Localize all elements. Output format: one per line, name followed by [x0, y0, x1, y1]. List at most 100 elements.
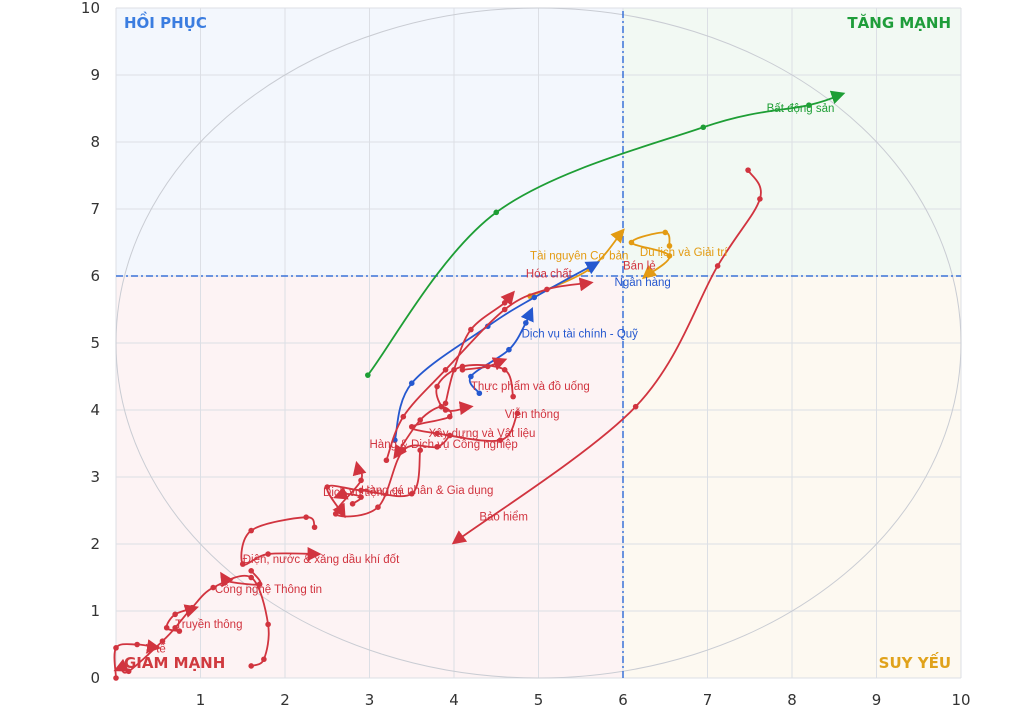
ellipse-outline — [115, 7, 962, 679]
trail-point — [442, 400, 449, 407]
trail-point — [501, 300, 508, 306]
trail-point — [117, 665, 124, 671]
quadrant-label-giam-manh: GIẢM MẠNH — [124, 651, 225, 672]
y-tick-label: 2 — [90, 535, 100, 553]
trail-point — [265, 551, 271, 557]
trail-point — [383, 457, 390, 464]
y-tick-label: 10 — [81, 0, 100, 17]
trail-point — [358, 477, 364, 484]
trail-point — [501, 306, 508, 313]
y-tick-label: 7 — [90, 200, 100, 218]
series-bat-dong-san — [365, 90, 846, 378]
quadrant-label-suy-yeu: SUY YẾU — [879, 651, 951, 672]
x-tick-label: 9 — [872, 691, 882, 709]
trail-point — [514, 410, 521, 417]
trail-point — [459, 367, 466, 373]
trail-point — [172, 624, 178, 631]
trail-point — [806, 102, 812, 108]
series-label-dien-nuoc-xang-dau-khi-dot: Điện, nước & xăng dầu khí đốt — [243, 554, 400, 566]
trail-point — [501, 367, 508, 373]
series-label-ban-le: Bán lẻ — [623, 260, 656, 272]
trail-point — [408, 380, 415, 387]
series-label-thuc-pham-va-do-uong: Thực phẩm và đồ uống — [471, 381, 590, 393]
trail-point — [248, 568, 254, 574]
x-tick-label: 8 — [787, 691, 797, 709]
trail-line — [220, 570, 262, 588]
y-tick-label: 3 — [90, 468, 100, 486]
trail-point — [714, 263, 721, 269]
quadrant-label-hoi-phuc: HỒI PHỤC — [124, 10, 207, 32]
y-tick-label: 4 — [90, 401, 100, 419]
series-bao-hiem — [451, 167, 763, 545]
trail-point — [400, 447, 407, 454]
series-dien-nuoc-xang-dau-khi-dot — [239, 514, 322, 567]
trail-point — [700, 124, 707, 131]
trail-point — [506, 346, 512, 353]
series-label-bao-hiem: Bảo hiểm — [479, 512, 528, 524]
series-label-cong-nghe-thong-tin: Công nghệ Thông tin — [215, 584, 322, 596]
x-tick-label: 10 — [951, 691, 970, 709]
trail-point — [113, 675, 119, 681]
trail-point — [248, 574, 254, 581]
trail-point — [210, 584, 216, 591]
trail-point — [544, 286, 550, 293]
series-ban-le — [383, 277, 594, 464]
trail-point — [628, 239, 635, 246]
trail-point — [666, 243, 673, 249]
y-axis-ticks: 0 1 2 3 4 5 6 7 8 9 10 — [81, 0, 100, 687]
trail-point — [468, 373, 474, 380]
reference-ellipse — [115, 7, 962, 679]
series-label-bat-dong-san: Bất động sản — [767, 103, 835, 115]
trail-point — [531, 294, 538, 301]
series-label-truyen-thong: Truyền thông — [175, 619, 242, 631]
trail-point — [332, 511, 339, 517]
y-tick-label: 6 — [90, 267, 100, 285]
series-xay-dung-va-vat-lieu — [393, 403, 521, 460]
trail-point — [468, 326, 474, 333]
trail-point — [400, 413, 407, 420]
trail-point — [358, 494, 364, 500]
trail-point — [442, 367, 449, 373]
trail-point — [434, 430, 440, 437]
trail-point — [248, 527, 254, 534]
trail-point — [523, 320, 529, 326]
series-hoa-chat — [442, 290, 515, 407]
series-label-dich-vu-tien-ich: Dịch vụ tiện ích — [323, 487, 402, 499]
trail-point — [365, 372, 371, 378]
x-tick-label: 5 — [534, 691, 544, 709]
trail-point — [349, 501, 356, 507]
trail-point — [417, 417, 424, 423]
trail-point — [125, 668, 132, 675]
trail-point — [375, 504, 381, 510]
series-label-dich-vu-tai-chinh-quy: Dịch vụ tài chính - Quỹ — [522, 329, 639, 341]
series-label-hang-dich-vu-cong-nghiep: Hàng & Dịch vụ Công nghiệp — [370, 439, 518, 451]
x-axis-ticks: 1 2 3 4 5 6 7 8 9 10 — [196, 691, 971, 709]
trail-point — [113, 645, 119, 651]
trail-point — [666, 253, 673, 259]
trail-line — [333, 486, 363, 505]
trail-point — [446, 432, 453, 439]
trail-point — [303, 514, 309, 520]
trail-point — [417, 447, 424, 454]
trail-point — [485, 363, 491, 370]
trail-point — [248, 663, 254, 669]
trail-point — [408, 423, 415, 430]
trail-point — [446, 413, 453, 420]
series-label-y-te: Y tế — [146, 644, 167, 656]
series-dich-vu-tai-chinh-quy — [468, 306, 534, 397]
series-label-tai-nguyen-co-ban: Tài nguyên Cơ bản — [530, 250, 628, 262]
series-label-vien-thong: Viễn thông — [505, 408, 560, 421]
trail-point — [358, 487, 364, 494]
trail-point — [493, 209, 500, 216]
trail-line — [393, 405, 519, 460]
trail-point — [311, 524, 318, 531]
y-tick-label: 8 — [90, 133, 100, 151]
trail-point — [261, 656, 267, 663]
trail-point — [176, 628, 183, 634]
trail-point — [476, 390, 483, 397]
trail-point — [239, 561, 246, 567]
trail-point — [265, 621, 271, 628]
series-label-ngan-hang: Ngân hàng — [615, 277, 671, 289]
trail-point — [324, 484, 331, 490]
y-tick-label: 0 — [90, 669, 100, 687]
